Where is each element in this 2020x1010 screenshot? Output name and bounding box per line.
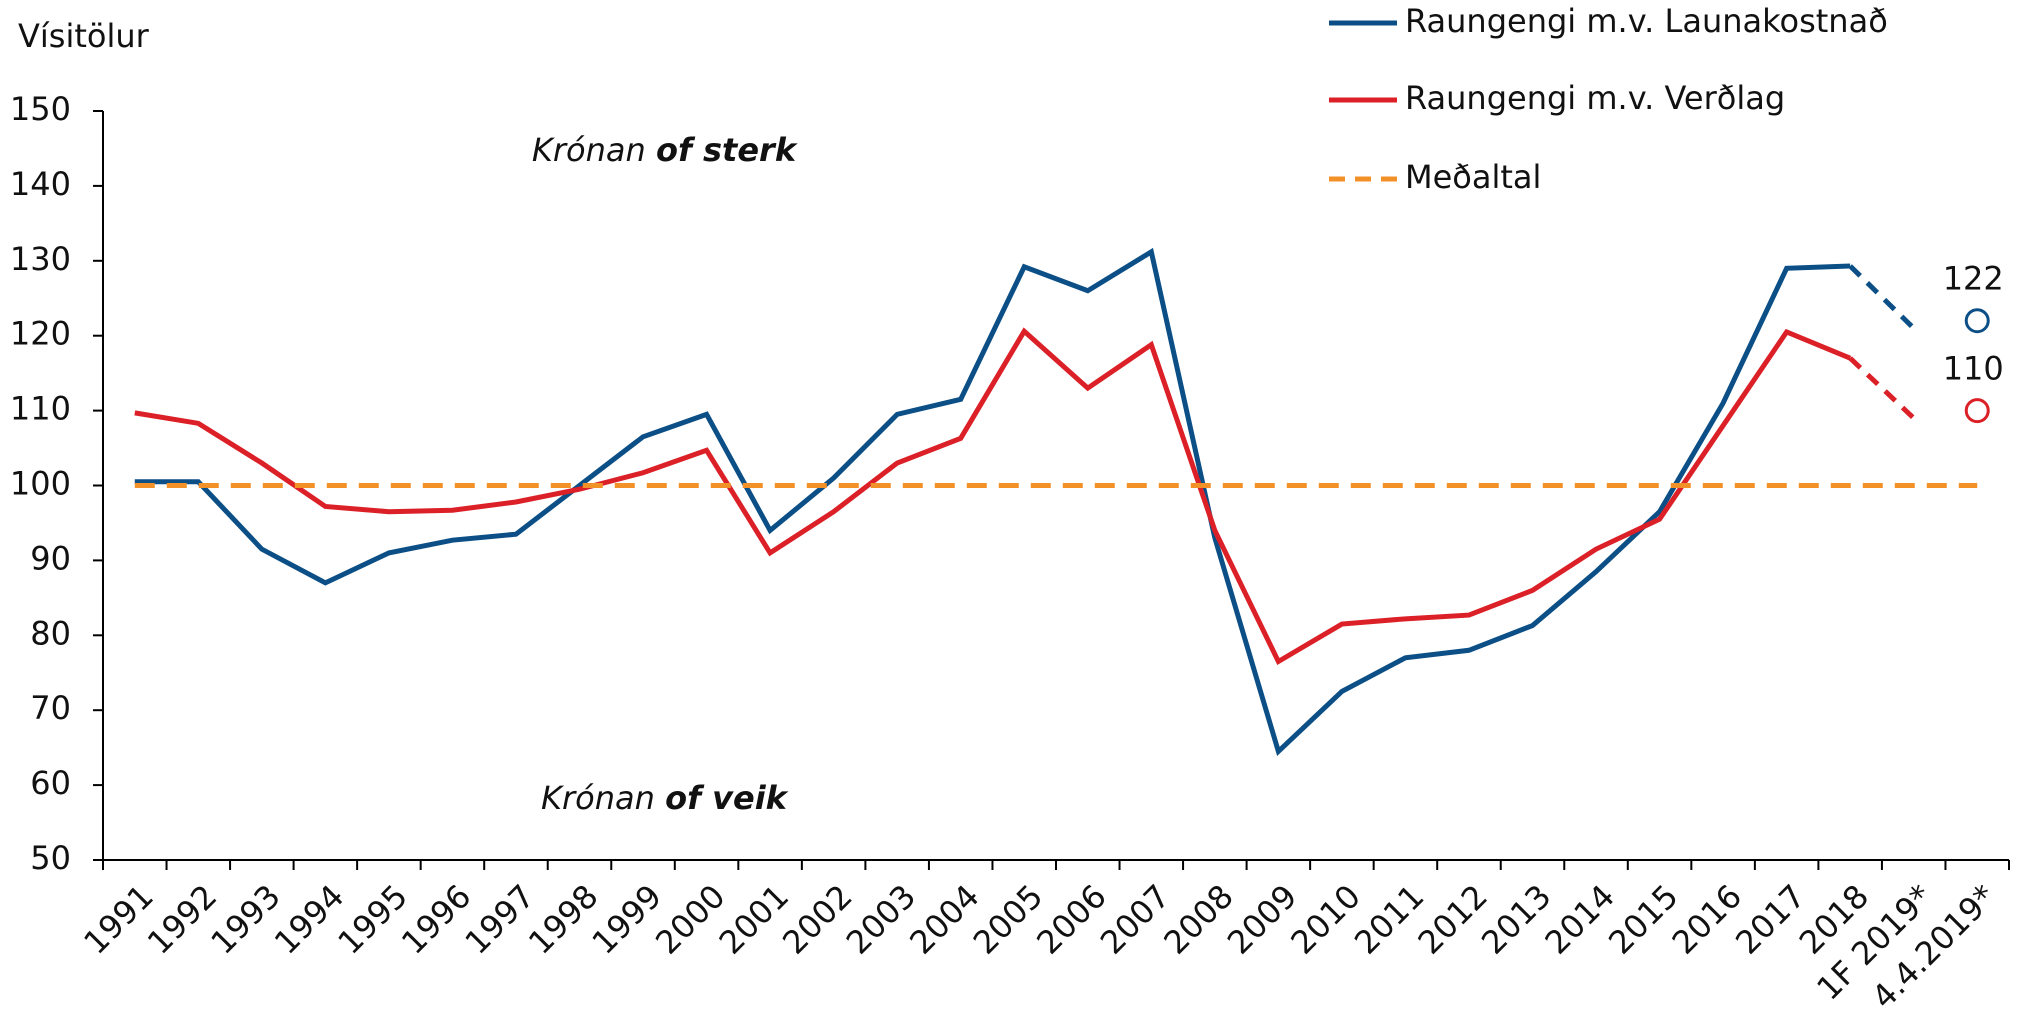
x-tick-label: 2015 <box>1601 877 1685 961</box>
x-tick-label: 2001 <box>712 877 796 961</box>
x-tick-label: 1997 <box>458 877 542 961</box>
y-tick-label: 60 <box>30 764 71 802</box>
y-tick-label: 50 <box>30 839 71 877</box>
x-tick-label: 1995 <box>330 877 414 961</box>
y-tick-label: 140 <box>10 165 71 203</box>
annotation: Krónan of sterk <box>532 131 798 169</box>
x-tick-label: 2009 <box>1220 877 1304 961</box>
x-tick-label: 2012 <box>1411 877 1495 961</box>
x-tick-label: 2011 <box>1347 877 1431 961</box>
y-tick-label: 130 <box>10 240 71 278</box>
x-tick-label: 2007 <box>1093 877 1177 961</box>
y-tick-label: 100 <box>10 465 71 503</box>
point-marker <box>1964 308 1990 334</box>
x-tick-label: 2017 <box>1728 877 1812 961</box>
x-tick-label: 1999 <box>585 877 669 961</box>
x-tick-label: 2005 <box>966 877 1050 961</box>
y-tick-label: 150 <box>10 90 71 128</box>
forecast-line <box>1848 264 1916 330</box>
series-line <box>134 327 1852 666</box>
y-tick-label: 80 <box>30 614 71 652</box>
y-tick-label: 90 <box>30 539 71 577</box>
x-tick-label: 2004 <box>902 877 986 961</box>
legend-label: Raungengi m.v. Launakostnað <box>1405 2 1888 40</box>
data-label: 122 <box>1943 260 2004 298</box>
legend-label: Meðaltal <box>1405 158 1541 196</box>
x-tick-label: 1993 <box>203 877 287 961</box>
x-tick-label: 1998 <box>521 877 605 961</box>
annotation-text: Krónan <box>541 779 655 817</box>
x-tick-label: 1991 <box>76 877 160 961</box>
forecast-line <box>1848 356 1916 420</box>
annotation-text: Krónan <box>532 131 646 169</box>
x-tick-label: 2014 <box>1538 877 1622 961</box>
annotation-emphasis: of sterk <box>656 131 798 169</box>
x-tick-label: 1994 <box>267 877 351 961</box>
x-tick-label: 1996 <box>394 877 478 961</box>
y-tick-label: 70 <box>30 689 71 727</box>
x-tick-label: 2013 <box>1474 877 1558 961</box>
x-tick-label: 2010 <box>1283 877 1367 961</box>
x-tick-label: 2002 <box>775 877 859 961</box>
x-tick-label: 1992 <box>140 877 224 961</box>
annotation-emphasis: of veik <box>665 779 789 817</box>
x-tick-label: 2000 <box>648 877 732 961</box>
annotation: Krónan of veik <box>541 779 789 817</box>
data-label: 110 <box>1943 350 2004 388</box>
series-line <box>134 247 1851 756</box>
y-axis-label: Vísitölur <box>18 17 150 55</box>
y-tick-label: 110 <box>10 390 71 428</box>
y-tick-label: 120 <box>10 315 71 353</box>
x-tick-label: 2003 <box>839 877 923 961</box>
x-tick-label: 2006 <box>1029 877 1113 961</box>
point-marker <box>1964 398 1990 424</box>
legend-label: Raungengi m.v. Verðlag <box>1405 79 1785 117</box>
x-tick-label: 2016 <box>1665 877 1749 961</box>
x-tick-label: 2008 <box>1156 877 1240 961</box>
